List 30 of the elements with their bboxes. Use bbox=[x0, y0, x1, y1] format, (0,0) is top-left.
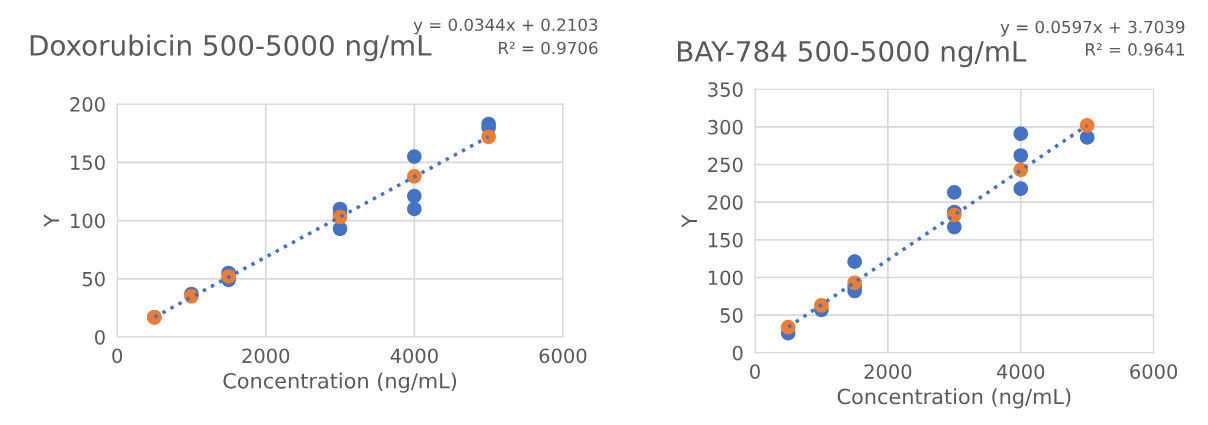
x-tick-label: 2000 bbox=[242, 348, 290, 364]
y-tick-label: 0 bbox=[94, 329, 105, 345]
y-axis-title: Y bbox=[681, 214, 697, 228]
y-tick-label: 100 bbox=[708, 270, 743, 286]
text: R² = 0.9706 bbox=[499, 41, 598, 55]
y-tick-label: 50 bbox=[720, 308, 743, 323]
y-tick-label: 150 bbox=[71, 155, 105, 171]
y-tick-label: 250 bbox=[708, 157, 743, 173]
x-axis-title: Concentration (ng/mL) bbox=[223, 372, 457, 393]
y-tick-label: 50 bbox=[82, 271, 105, 287]
chart-title: Doxorubicin 500-5000 ng/mL bbox=[30, 34, 432, 62]
x-tick-label: 0 bbox=[112, 348, 123, 364]
x-tick-label: 6000 bbox=[539, 348, 587, 364]
y-tick-label: 300 bbox=[708, 119, 743, 135]
y-tick-label: 200 bbox=[708, 195, 743, 210]
x-tick-label: 4000 bbox=[390, 348, 438, 364]
chart-title: BAY-784 500-5000 ng/mL bbox=[678, 40, 1027, 68]
y-axis-title: Y bbox=[43, 214, 60, 227]
x-tick-label: 2000 bbox=[864, 364, 912, 379]
y-tick-label: 200 bbox=[70, 97, 105, 112]
y-tick-label: 150 bbox=[708, 232, 743, 248]
y-tick-label: 100 bbox=[71, 213, 105, 229]
y-tick-label: 350 bbox=[708, 82, 743, 97]
x-tick-label: 4000 bbox=[996, 364, 1045, 379]
text: y = 0.0344x + 0.2103 bbox=[413, 18, 598, 35]
x-tick-label: 0 bbox=[750, 364, 760, 379]
x-tick-label: 6000 bbox=[1130, 364, 1178, 379]
text: R² = 0.9641 bbox=[1086, 43, 1184, 56]
x-axis-title: Concentration (ng/mL) bbox=[837, 388, 1071, 409]
text: y = 0.0597x + 3.7039 bbox=[1000, 20, 1185, 37]
